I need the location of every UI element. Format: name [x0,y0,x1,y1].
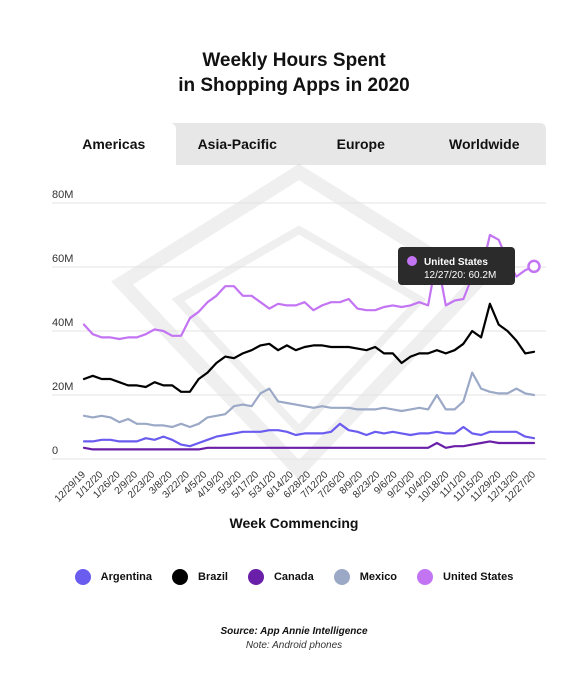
tab-worldwide[interactable]: Worldwide [448,136,520,152]
legend-swatch-mexico [333,569,350,585]
series-line-mexico[interactable] [82,371,536,429]
y-tick-label: 0 [52,445,58,457]
series-line-canada[interactable] [82,440,536,451]
tab-europe[interactable]: Europe [336,136,385,152]
tooltip: United States 12/27/20: 60.2M [398,247,515,285]
legend-label-mexico: Mexico [359,571,398,583]
region-tabs: Americas Asia-Pacific Europe Worldwide [52,123,546,165]
tooltip-swatch [407,256,417,266]
title-line-2: in Shopping Apps in 2020 [178,75,410,96]
legend-label-canada: Canada [273,571,314,583]
legend-swatch-argentina [74,569,91,585]
x-axis-label: Week Commencing [229,515,359,531]
legend-item-mexico[interactable]: Mexico [333,569,398,585]
title-line-1: Weekly Hours Spent [202,50,386,71]
tab-asia-pacific[interactable]: Asia-Pacific [197,136,277,152]
legend-item-united-states[interactable]: United States [417,569,513,585]
tooltip-box [398,247,515,285]
watermark-logo [111,163,487,481]
legend-swatch-united-states [417,569,434,585]
note-text: Note: Android phones [245,640,343,651]
tooltip-value: 12/27/20: 60.2M [424,270,496,281]
tab-americas[interactable]: Americas [52,123,176,165]
series-lines [82,233,541,451]
legend: Argentina Brazil Canada Mexico United St… [0,567,588,587]
y-axis-ticks: 0 20M 40M 60M 80M [52,189,73,457]
source-text: Source: App Annie Intelligence [220,626,368,637]
legend-label-argentina: Argentina [100,571,153,583]
series-line-argentina[interactable] [82,422,536,448]
y-tick-label: 40M [52,317,73,329]
y-tick-label: 60M [52,253,73,265]
tooltip-series: United States [424,257,488,268]
legend-swatch-canada [247,569,264,585]
legend-swatch-brazil [172,569,189,585]
legend-item-canada[interactable]: Canada [247,569,314,585]
legend-label-brazil: Brazil [198,571,228,583]
series-line-brazil[interactable] [82,302,536,393]
highlight-point[interactable] [527,259,541,274]
y-tick-label: 20M [52,381,73,393]
legend-label-united-states: United States [443,571,514,583]
chart-title: Weekly Hours Spent in Shopping Apps in 2… [0,48,588,98]
legend-item-brazil[interactable]: Brazil [172,569,228,585]
y-tick-label: 80M [52,189,73,201]
series-line-united-states[interactable] [82,233,536,341]
legend-item-argentina[interactable]: Argentina [74,569,153,585]
